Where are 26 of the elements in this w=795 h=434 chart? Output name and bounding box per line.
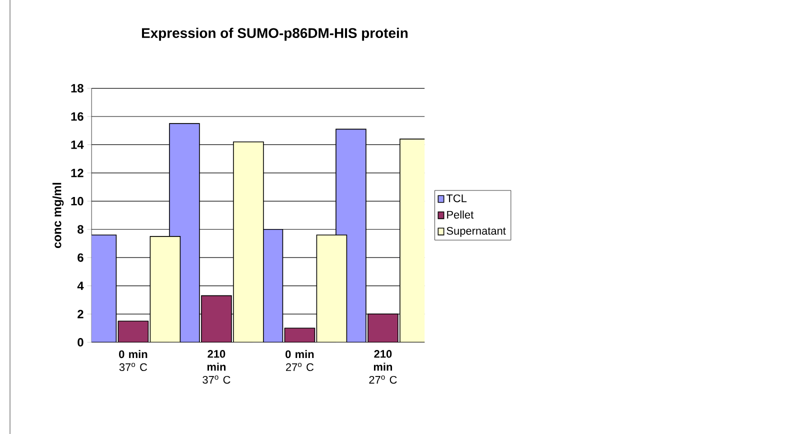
legend-label: Supernatant	[446, 226, 506, 237]
legend-label: Pellet	[447, 210, 474, 219]
bar	[201, 296, 232, 342]
y-tick-label: 4	[77, 282, 84, 290]
bar	[284, 328, 315, 342]
x-tick-label: 0 min 37$^{o}$ C	[119, 350, 148, 372]
y-tick-label: 18	[71, 84, 84, 92]
x-tick-label: 210 min 37$^{o}$ C	[202, 350, 230, 384]
bar	[150, 236, 180, 342]
y-tick-label: 0	[78, 338, 84, 346]
bar	[118, 321, 148, 342]
y-tick-label: 6	[78, 253, 84, 262]
y-tick-label: 16	[71, 112, 84, 121]
legend-label: TCL	[446, 194, 467, 202]
bar	[368, 314, 398, 342]
y-tick-label: 8	[78, 225, 84, 234]
y-tick-label: 14	[71, 140, 84, 149]
y-tick-label: 10	[71, 196, 84, 206]
y-axis-title: conc mg/ml	[52, 182, 64, 248]
chart-title: Expression of SUMO-p86DM-HIS protein	[142, 28, 408, 41]
bar	[316, 235, 347, 342]
x-tick-label: 210 min 27$^{o}$ C	[369, 350, 397, 384]
bar	[233, 142, 264, 342]
y-tick-label: 2	[78, 310, 84, 318]
x-tick-label: 0 min 27$^{o}$ C	[286, 350, 314, 372]
y-tick-label: 12	[71, 168, 84, 178]
